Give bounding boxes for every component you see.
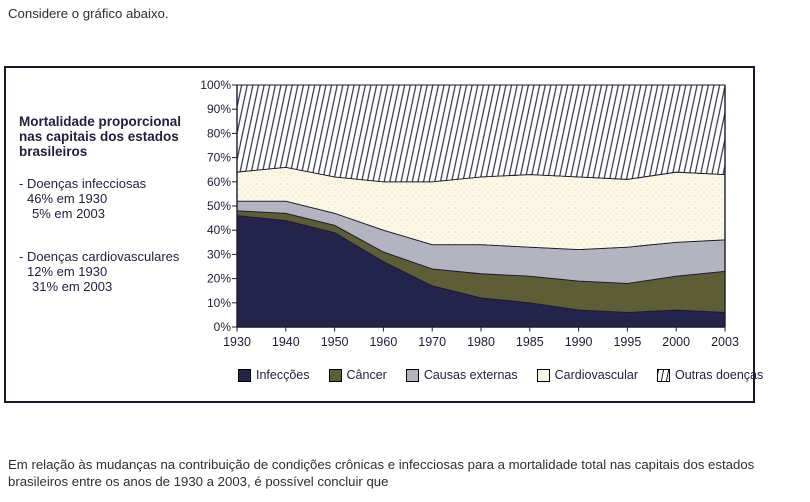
legend-label: Outras doenças [675,368,764,382]
legend-swatch-causas-externas-icon [405,368,419,382]
chart-sidebar-annotations: Mortalidade proporcional nas capitais do… [19,114,205,294]
note-cardiovascular-value-1930: 12% em 1930 [27,264,108,279]
x-tick-label: 1995 [613,335,641,349]
y-tick-label: 80% [207,126,231,140]
legend-item-cancer: Câncer [328,368,387,382]
note-infectious-value-2003: 5% em 2003 [32,206,105,221]
x-tick-label: 2000 [662,335,690,349]
note-cardiovascular-value-2003: 31% em 2003 [32,279,113,294]
x-tick-label: 1970 [418,335,446,349]
note-infectious-label: - Doenças infecciosas [19,176,147,191]
legend-label: Câncer [346,368,387,382]
x-tick-label: 1950 [321,335,349,349]
legend-label: Infecções [256,368,310,382]
y-tick-label: 60% [207,175,231,189]
y-tick-label: 10% [207,296,231,310]
figure-panel: Mortalidade proporcional nas capitais do… [4,66,763,403]
note-cardiovascular-label: - Doenças cardiovasculares [19,249,180,264]
intro-text: Considere o gráfico abaixo. [8,6,169,21]
stacked-area-chart: 0% 10% 20% 30% 40% 50% 60% 70% 80% 90% 100% 1930 194… [196,75,748,365]
x-tick-label: 1940 [272,335,300,349]
y-tick-label: 20% [207,272,231,286]
note-infectious-value-1930: 46% em 1930 [27,191,108,206]
legend-item-cardiovascular: Cardiovascular [536,368,638,382]
x-tick-label: 1980 [467,335,495,349]
question-line-2: brasileiros entre os anos de 1930 a 2003… [8,473,389,489]
question-text: Em relação às mudanças na contribuição d… [8,457,808,490]
x-tick-label: 1985 [516,335,544,349]
chart-legend: Infecções Câncer Causas externas Cardiovasc… [238,368,763,382]
x-tick-label: 1960 [369,335,397,349]
area-outras-doencas [236,84,726,183]
y-tick-label: 30% [207,247,231,261]
y-tick-label: 90% [207,102,231,116]
legend-item-infeccoes: Infecções [238,368,310,382]
legend-item-causas-externas: Causas externas [405,368,518,382]
x-tick-label: 1930 [223,335,251,349]
x-tick-label: 1990 [565,335,593,349]
y-tick-label: 0% [214,320,232,334]
x-tick-label: 2003 [711,335,739,349]
question-line-1: Em relação às mudanças na contribuição d… [8,457,755,472]
legend-label: Causas externas [423,368,518,382]
y-tick-label: 40% [207,223,231,237]
legend-swatch-infeccoes-icon [238,368,251,382]
y-tick-label: 70% [207,151,231,165]
y-tick-label: 50% [207,199,231,213]
legend-swatch-cancer-icon [328,368,342,382]
note-cardiovascular: - Doenças cardiovasculares 12% em 1930 3… [19,249,205,294]
chart-title: Mortalidade proporcional nas capitais do… [19,114,182,159]
legend-swatch-outras-doencas-icon [657,368,670,382]
legend-label: Cardiovascular [554,368,638,382]
legend-item-outras-doencas: Outras doenças [657,368,763,382]
mortality-stacked-area-chart-svg: 0% 10% 20% 30% 40% 50% 60% 70% 80% 90% 100% 1930 194… [200,78,739,349]
legend-swatch-cardiovascular-icon [536,368,550,382]
note-infectious: - Doenças infecciosas 46% em 1930 5% em … [19,176,205,221]
y-tick-label: 100% [200,78,231,92]
